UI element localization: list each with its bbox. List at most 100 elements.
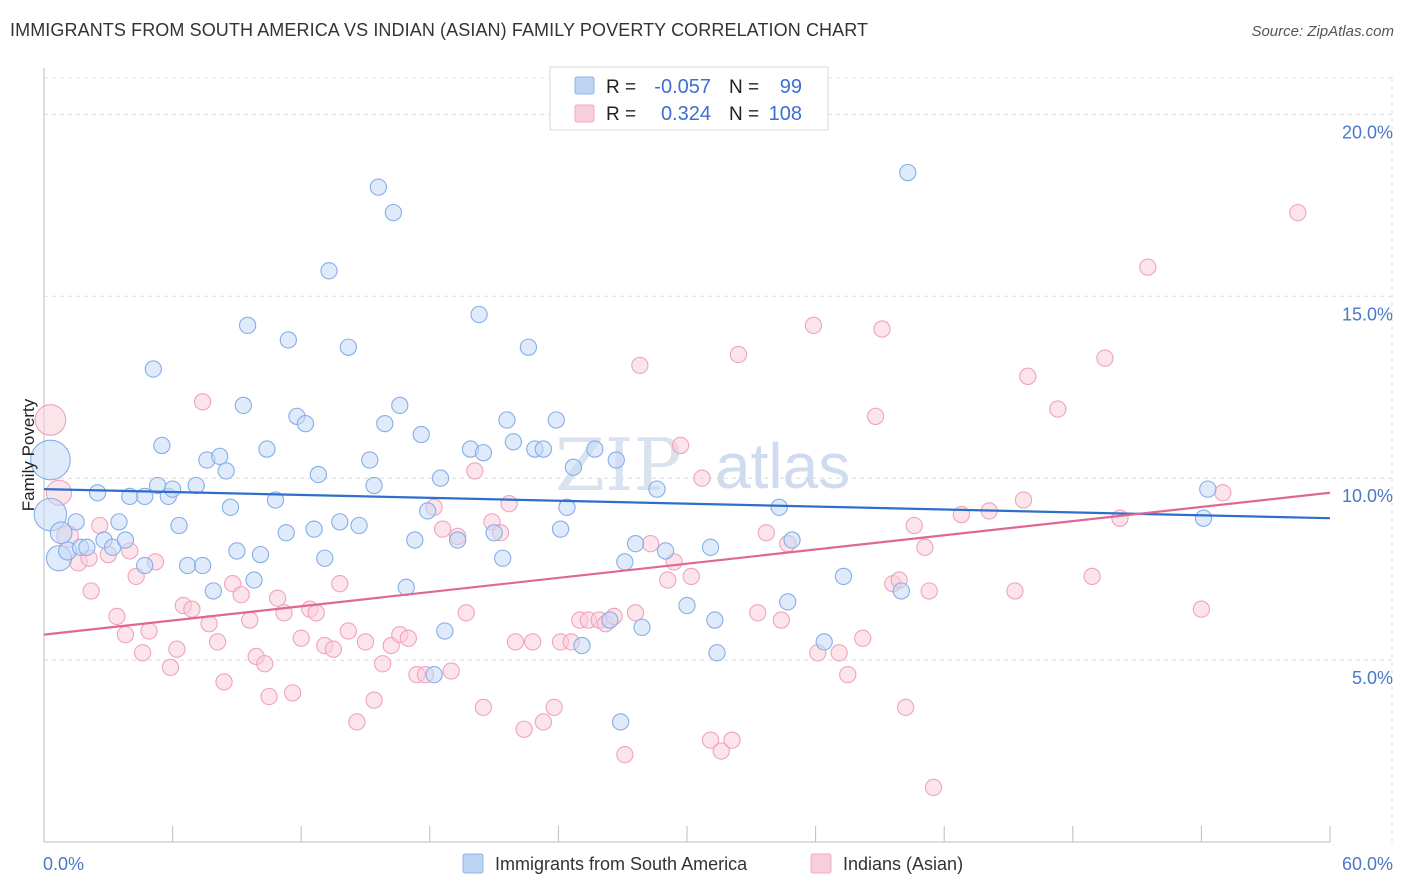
south-america-point-37 <box>277 524 295 542</box>
indians-asian-point-53 <box>466 462 484 480</box>
indians-asian-point-49 <box>434 520 452 538</box>
bottom-legend-swatch-pink <box>810 853 832 874</box>
south-america-point-94 <box>834 567 853 586</box>
south-america-point-72 <box>547 411 565 429</box>
south-america-point-56 <box>412 425 430 444</box>
south-america-point-29 <box>221 498 240 516</box>
y-axis-label: Family Poverty <box>19 398 38 511</box>
bottom-legend-swatch-blue <box>462 853 484 874</box>
south-america-point-24 <box>193 556 212 575</box>
legend-r-label-2: R = <box>606 104 636 125</box>
south-america-point-65 <box>485 524 503 542</box>
indians-asian-point-110 <box>1139 258 1157 276</box>
indians-asian-point-89 <box>830 644 848 662</box>
south-america-point-93 <box>815 633 833 651</box>
south-america-point-85 <box>656 542 675 560</box>
indians-asian-point-77 <box>682 567 700 586</box>
south-america-point-27 <box>211 447 229 466</box>
south-america-point-48 <box>361 451 379 469</box>
indians-asian-point-37 <box>331 575 349 593</box>
indians-asian-point-96 <box>896 698 915 717</box>
indians-asian-point-87 <box>804 316 823 335</box>
indians-asian-point-62 <box>545 698 563 717</box>
south-america-point-15 <box>136 556 154 575</box>
south-america-point-67 <box>498 411 516 429</box>
south-america-point-77 <box>586 440 604 458</box>
south-america-point-66 <box>494 549 512 567</box>
trend-line-south-america <box>43 488 1331 520</box>
legend-r-label-1: R = <box>606 77 636 98</box>
south-america-point-90 <box>770 498 788 516</box>
indians-asian-point-13 <box>140 622 158 640</box>
indians-asian-point-27 <box>256 655 274 673</box>
south-america-point-81 <box>616 553 634 571</box>
indians-asian-point-40 <box>356 633 375 651</box>
x-tick-label-0: 0.0% <box>43 854 84 874</box>
south-america-point-96 <box>899 163 917 182</box>
indians-asian-point-99 <box>916 538 934 556</box>
watermark-atlas: atlas <box>715 430 850 502</box>
south-america-point-52 <box>384 203 403 222</box>
legend: R = -0.057 N = 99 R = 0.324 N = 108 <box>549 66 829 131</box>
south-america-point-61 <box>449 531 467 549</box>
south-america-point-47 <box>350 516 368 535</box>
south-america-point-10 <box>103 538 122 556</box>
south-america-point-36 <box>266 491 285 509</box>
indians-asian-points <box>34 203 1307 797</box>
indians-asian-point-97 <box>905 516 923 535</box>
x-tick-label-1: 60.0% <box>1342 854 1393 874</box>
south-america-point-5 <box>67 513 85 531</box>
south-america-point-63 <box>470 305 488 324</box>
trend-line-indians-asian <box>43 491 1331 636</box>
south-america-point-91 <box>779 593 797 611</box>
south-america-point-41 <box>305 520 323 538</box>
indians-asian-point-60 <box>524 633 542 651</box>
indians-asian-point-32 <box>292 629 310 647</box>
south-america-point-45 <box>331 513 349 531</box>
y-tick-label-2: 15.0% <box>1342 304 1393 324</box>
indians-asian-point-80 <box>712 742 730 760</box>
indians-asian-point-83 <box>749 604 767 622</box>
indians-asian-point-41 <box>365 691 383 709</box>
watermark: ZIP atlas <box>555 423 850 507</box>
indians-asian-point-76 <box>671 436 690 455</box>
south-america-point-59 <box>431 469 450 487</box>
indians-asian-point-36 <box>324 640 343 658</box>
legend-n-label-1: N = <box>729 77 759 98</box>
south-america-point-23 <box>187 476 205 495</box>
indians-asian-point-19 <box>193 393 212 411</box>
south-america-point-58 <box>425 665 443 684</box>
south-america-point-64 <box>474 444 493 462</box>
indians-asian-point-5 <box>82 582 100 600</box>
south-america-point-87 <box>701 538 720 556</box>
indians-asian-point-85 <box>772 611 790 629</box>
x-tick-labels: 0.0% 60.0% <box>43 854 1393 874</box>
indians-asian-point-38 <box>339 622 358 640</box>
south-america-point-98 <box>1199 480 1217 498</box>
legend-r-value-1: -0.057 <box>654 76 711 98</box>
south-america-point-57 <box>419 502 437 520</box>
south-america-point-46 <box>339 338 358 356</box>
indians-asian-point-28 <box>260 687 278 706</box>
indians-asian-point-12 <box>133 644 152 662</box>
south-america-point-44 <box>320 262 338 280</box>
indians-asian-point-16 <box>168 640 186 658</box>
source-credit: Source: ZipAtlas.com <box>1251 23 1394 40</box>
indians-asian-point-42 <box>373 655 392 673</box>
south-america-point-75 <box>564 458 583 476</box>
indians-asian-point-31 <box>283 684 302 702</box>
indians-asian-point-18 <box>183 600 201 618</box>
indians-asian-point-104 <box>1014 491 1033 509</box>
y-tick-label-0: 5.0% <box>1352 668 1393 688</box>
south-america-point-18 <box>153 436 171 455</box>
indians-asian-point-6 <box>91 516 109 535</box>
south-america-point-97 <box>1194 509 1213 527</box>
south-america-point-0 <box>30 439 71 481</box>
south-america-point-69 <box>519 338 538 356</box>
indians-asian-point-113 <box>1289 203 1307 222</box>
indians-asian-point-29 <box>268 589 287 607</box>
south-america-point-33 <box>245 571 263 589</box>
south-america-point-31 <box>234 396 252 415</box>
south-america-points <box>30 163 1217 731</box>
